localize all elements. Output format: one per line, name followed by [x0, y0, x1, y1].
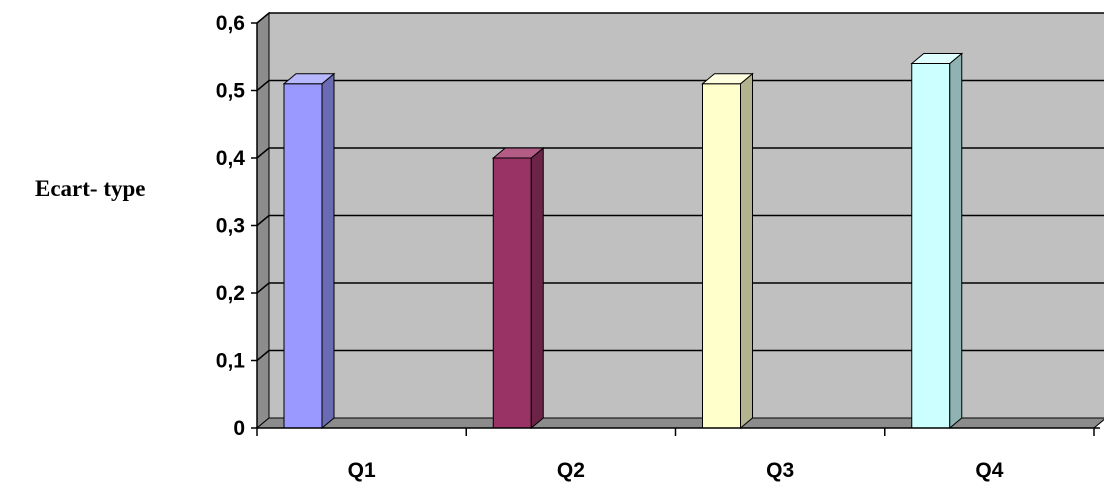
y-tick-label: 0,3	[216, 215, 245, 238]
y-axis-label: Ecart- type	[35, 176, 146, 201]
bars	[282, 52, 964, 430]
gridline	[256, 214, 1104, 227]
bar-top	[910, 53, 964, 64]
x-tick-label: Q2	[557, 459, 585, 482]
x-tick-labels: Q1 Q2 Q3 Q4	[348, 459, 1004, 482]
bar-top	[491, 147, 545, 159]
y-tick-label: 0	[233, 417, 245, 440]
x-tick-label: Q3	[766, 459, 794, 482]
bar	[491, 146, 545, 430]
bar-side	[949, 52, 963, 430]
y-tick-label: 0,1	[216, 350, 246, 373]
y-tick-label: 0,5	[216, 80, 246, 103]
axes	[251, 22, 1100, 436]
gridline	[256, 12, 1104, 24]
bar-front	[911, 63, 951, 429]
x-tick-label: Q4	[975, 459, 1003, 482]
bar	[910, 52, 964, 430]
bar-front	[283, 83, 323, 429]
plot-walls	[255, 11, 1104, 430]
bar-top	[701, 73, 754, 85]
gridline	[256, 282, 1104, 294]
bar-front	[492, 157, 532, 429]
bar-side	[321, 72, 335, 430]
y-tick-label: 0,4	[216, 147, 246, 170]
bar-top	[282, 73, 336, 85]
y-tick-label: 0,2	[216, 282, 245, 305]
y-tick-label: 0,6	[216, 12, 245, 35]
x-tick-label: Q1	[348, 459, 376, 482]
bar-side	[740, 72, 753, 430]
bar-side	[530, 146, 544, 430]
floor	[255, 417, 1104, 429]
gridline	[256, 349, 1104, 362]
bar	[282, 72, 336, 430]
gridline	[256, 79, 1104, 92]
gridline	[256, 147, 1104, 159]
gridlines	[256, 12, 1104, 362]
y-tick-labels: 0 0,1 0,2 0,3 0,4 0,5 0,6	[216, 12, 246, 440]
bar	[701, 72, 754, 430]
bar-front	[702, 83, 741, 429]
